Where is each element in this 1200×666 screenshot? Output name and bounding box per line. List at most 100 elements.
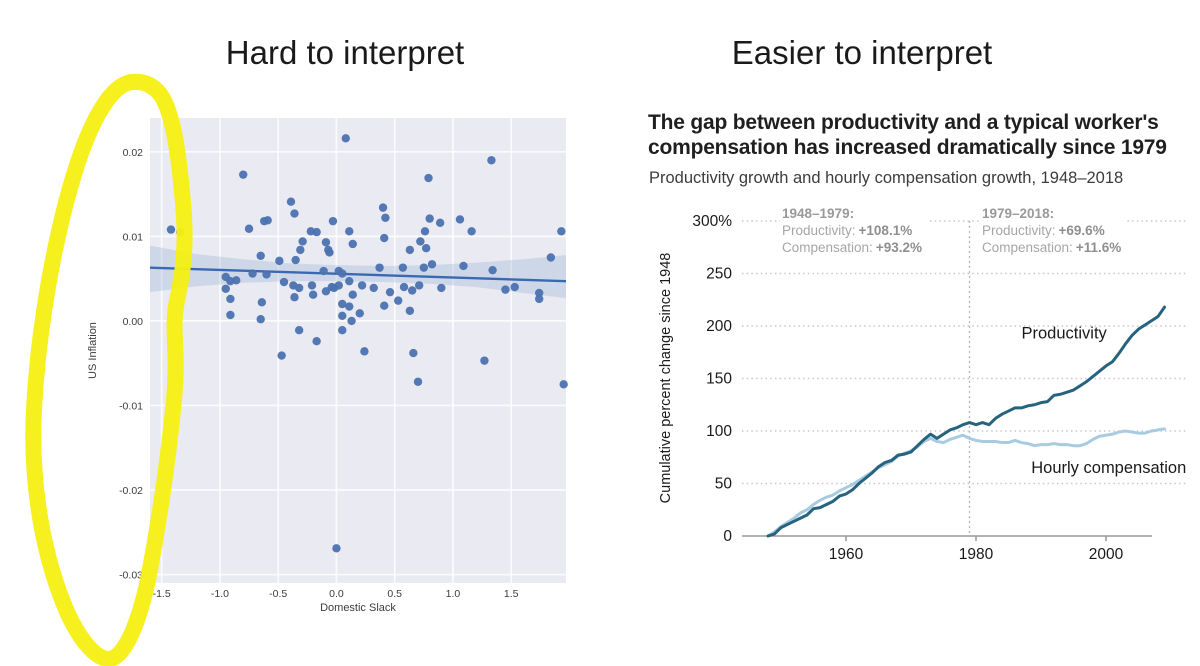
scatter-point [279,277,289,287]
scatter-point [256,251,265,261]
xtick-label: 2000 [1089,546,1124,563]
scatter-xtick-label: 1.0 [446,588,461,600]
scatter-point [501,285,510,294]
scatter-point [419,263,429,272]
scatter-point [334,281,343,290]
scatter-point [294,283,304,293]
scatter-point [380,301,389,310]
scatter-point [239,170,248,179]
scatter-point [290,209,299,218]
regression-line [149,266,567,283]
scatter-point [425,214,434,223]
scatter-ytick-label: -0.02 [119,485,143,497]
scatter-point [341,134,350,143]
period-productivity-line: Productivity: +69.6% [982,223,1105,238]
scatter-point [176,227,185,237]
scatter-point [312,337,321,346]
scatter-point [286,197,296,206]
scatter-plot-background [150,118,566,583]
scatter-point [321,287,331,296]
ytick-label: 50 [715,476,733,493]
scatter-point [378,203,388,212]
series-line-productivity [766,305,1166,538]
line-chart-productivity-vs-compensation: 1960 1980 2000 0 50 100 150 200 250 300% Cumulativ… [658,213,1188,563]
scatter-point [416,237,425,246]
scatter-point [263,216,272,225]
scatter-point [308,290,318,299]
scatter-point [455,215,465,224]
scatter-point [405,306,415,315]
scatter-point [480,356,489,365]
scatter-point [409,348,418,358]
scatter-point [338,326,347,335]
series-line-hourly-compensation [766,427,1166,538]
scatter-point [559,380,568,389]
scatter-point [312,227,321,237]
scatter-point [348,239,357,249]
scatter-point [347,316,356,326]
scatter-point [421,244,431,253]
series-label-productivity: Productivity [1022,325,1108,343]
right-panel-title: Easier to interpret [731,34,993,71]
ytick-label: 300% [692,213,732,230]
scatter-point [435,218,445,228]
scatter-point [256,315,265,324]
ytick-label: 250 [706,266,732,283]
xtick-label: 1960 [829,546,864,563]
chart-headline-line2: compensation has increased dramatically … [648,136,1167,159]
scatter-ytick-label: 0.00 [123,316,144,328]
scatter-point [262,270,271,279]
left-panel-title: Hard to interpret [225,34,465,71]
scatter-point [325,248,334,257]
scatter-point [546,253,556,262]
scatter-point [319,266,328,276]
scatter-point [380,233,389,243]
scatter-point [345,227,354,236]
scatter-point [405,245,415,255]
period-compensation-line: Compensation: +93.2% [782,240,922,255]
scatter-point [437,283,446,293]
scatter-point [427,260,437,269]
scatter-point [294,326,304,335]
scatter-xtick-label: -1.0 [211,588,229,600]
scatter-point [345,302,354,311]
scatter-point [407,286,417,295]
chart-headline: The gap between productivity and a typic… [648,110,1200,160]
scatter-ytick-label: -0.01 [119,400,143,412]
scatter-point [296,245,305,255]
scatter-point [398,263,408,272]
scatter-ytick-label: 0.02 [123,147,144,159]
scatter-xtick-label: -0.5 [269,588,287,600]
scatter-point [375,263,384,272]
scatter-point [424,173,433,183]
scatter-point [399,282,409,292]
scatter-point [226,310,235,320]
period-range-label: 1979–2018: [982,206,1055,221]
scatter-point [510,282,519,292]
scatter-xtick-label: -1.5 [153,588,171,600]
scatter-point [232,276,241,285]
scatter-point [534,294,544,304]
scatter-point [348,290,357,299]
ytick-label: 100 [706,423,732,440]
scatter-point [275,256,284,266]
scatter-point [257,298,267,307]
scatter-point [248,269,257,278]
scatter-point [244,224,254,233]
scatter-ylabel: US Inflation [87,322,99,379]
scatter-point [369,283,378,293]
scatter-point [357,281,367,290]
period-compensation-line: Compensation: +11.6% [982,240,1122,255]
scatter-point [414,281,424,290]
scatter-point [394,296,403,305]
scatter-point [221,284,230,293]
xtick-label: 1980 [959,546,994,563]
scatter-point [488,265,497,275]
scatter-ytick-label: -0.03 [119,570,143,582]
scatter-point [298,237,307,246]
regression-confidence-band [150,245,566,299]
scatter-ytick-label: 0.01 [123,231,144,243]
scatter-point [166,225,176,234]
ytick-label: 200 [706,318,732,335]
